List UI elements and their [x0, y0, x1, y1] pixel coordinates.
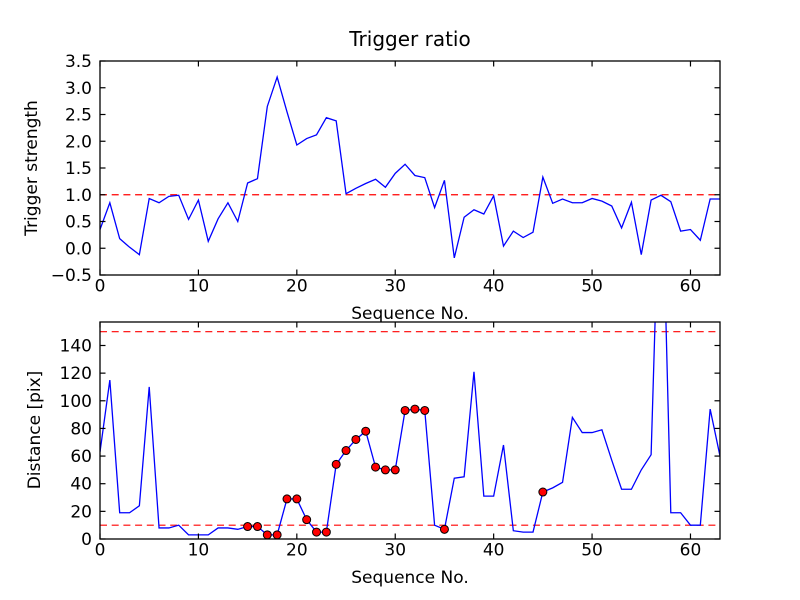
- trigger-marker-dot: [361, 426, 371, 436]
- x-tick-label: 50: [581, 277, 603, 297]
- x-tick-label: 0: [95, 277, 106, 297]
- x-tick-label: 10: [188, 277, 210, 297]
- trigger-marker-dot: [410, 404, 420, 414]
- plot-background: [100, 61, 720, 275]
- x-tick-label: 50: [581, 541, 603, 561]
- data-line: [100, 74, 720, 259]
- trigger-marker-dot: [252, 522, 262, 532]
- y-tick-label: 3.5: [65, 52, 92, 72]
- trigger-ratio-subplot: 0 10 20 30 40 50 60 −0.5 0.0 0.5 1.0 1.5 2.0 2.5 3.0 3.…: [22, 27, 721, 324]
- x-tick-label: 30: [384, 541, 406, 561]
- y-tick-label: 120: [60, 364, 92, 384]
- trigger-marker-dot: [312, 527, 322, 537]
- trigger-marker-dot: [380, 465, 390, 475]
- y-tick-label: 0.0: [65, 239, 92, 259]
- y-tick-label: 20: [70, 502, 92, 522]
- trigger-marker-dot: [390, 465, 400, 475]
- y-tick-label: 0.5: [65, 213, 92, 233]
- trigger-marker-dot: [321, 527, 331, 537]
- trigger-marker-dot: [371, 462, 381, 472]
- y-tick-label: 80: [70, 419, 92, 439]
- trigger-marker-dot: [262, 530, 272, 539]
- trigger-marker-dot: [420, 405, 430, 415]
- trigger-marker-dot: [351, 434, 361, 444]
- y-tick-label: 60: [70, 447, 92, 467]
- y-axis-label-top: Trigger strength: [22, 100, 42, 237]
- x-tick-label: 40: [483, 277, 505, 297]
- x-tick-label: 0: [95, 541, 106, 561]
- x-tick-label: 20: [286, 277, 308, 297]
- x-tick-label: 40: [483, 541, 505, 561]
- trigger-marker-dot: [272, 530, 282, 539]
- trigger-marker-dot: [302, 515, 312, 525]
- y-tick-label: 1.0: [65, 186, 92, 206]
- trigger-marker-dot: [331, 459, 341, 469]
- plot-background: [100, 322, 720, 539]
- axes-spines: [99, 321, 721, 540]
- plot-area: 0 10 20 30 40 50 60 −0.5 0.0 0.5 1.0 1.5 2.0 2.5 3.0 3.…: [51, 52, 721, 297]
- trigger-marker-dot: [292, 494, 302, 504]
- chart-title: Trigger ratio: [348, 27, 470, 51]
- y-tick-label: 1.5: [65, 159, 92, 179]
- x-tick-label: 60: [680, 277, 702, 297]
- trigger-marker-dot: [439, 524, 449, 534]
- data-layer: [100, 322, 720, 539]
- trigger-marker-dot: [538, 487, 548, 497]
- x-tick-label: 20: [286, 541, 308, 561]
- x-tick-label: 60: [680, 541, 702, 561]
- trigger-marker-dot: [400, 405, 410, 415]
- x-tick-label: 10: [188, 541, 210, 561]
- y-tick-label: 140: [60, 336, 92, 356]
- trigger-marker-dot: [282, 494, 292, 504]
- y-tick-label: 2.0: [65, 132, 92, 152]
- y-tick-label: 0: [81, 530, 92, 550]
- trigger-marker-dot: [341, 446, 351, 456]
- data-line: [100, 322, 720, 536]
- x-axis-label-top: Sequence No.: [351, 304, 468, 324]
- x-axis-label-bottom: Sequence No.: [351, 568, 468, 588]
- data-layer: [100, 74, 720, 259]
- y-axis-label-bottom: Distance [pix]: [25, 371, 45, 490]
- y-tick-label: 100: [60, 392, 92, 412]
- y-tick-label: −0.5: [51, 266, 92, 286]
- trigger-marker-dot: [243, 522, 253, 532]
- y-tick-label: 40: [70, 475, 92, 495]
- y-tick-label: 3.0: [65, 79, 92, 99]
- y-tick-label: 2.5: [65, 106, 92, 126]
- x-tick-label: 30: [384, 277, 406, 297]
